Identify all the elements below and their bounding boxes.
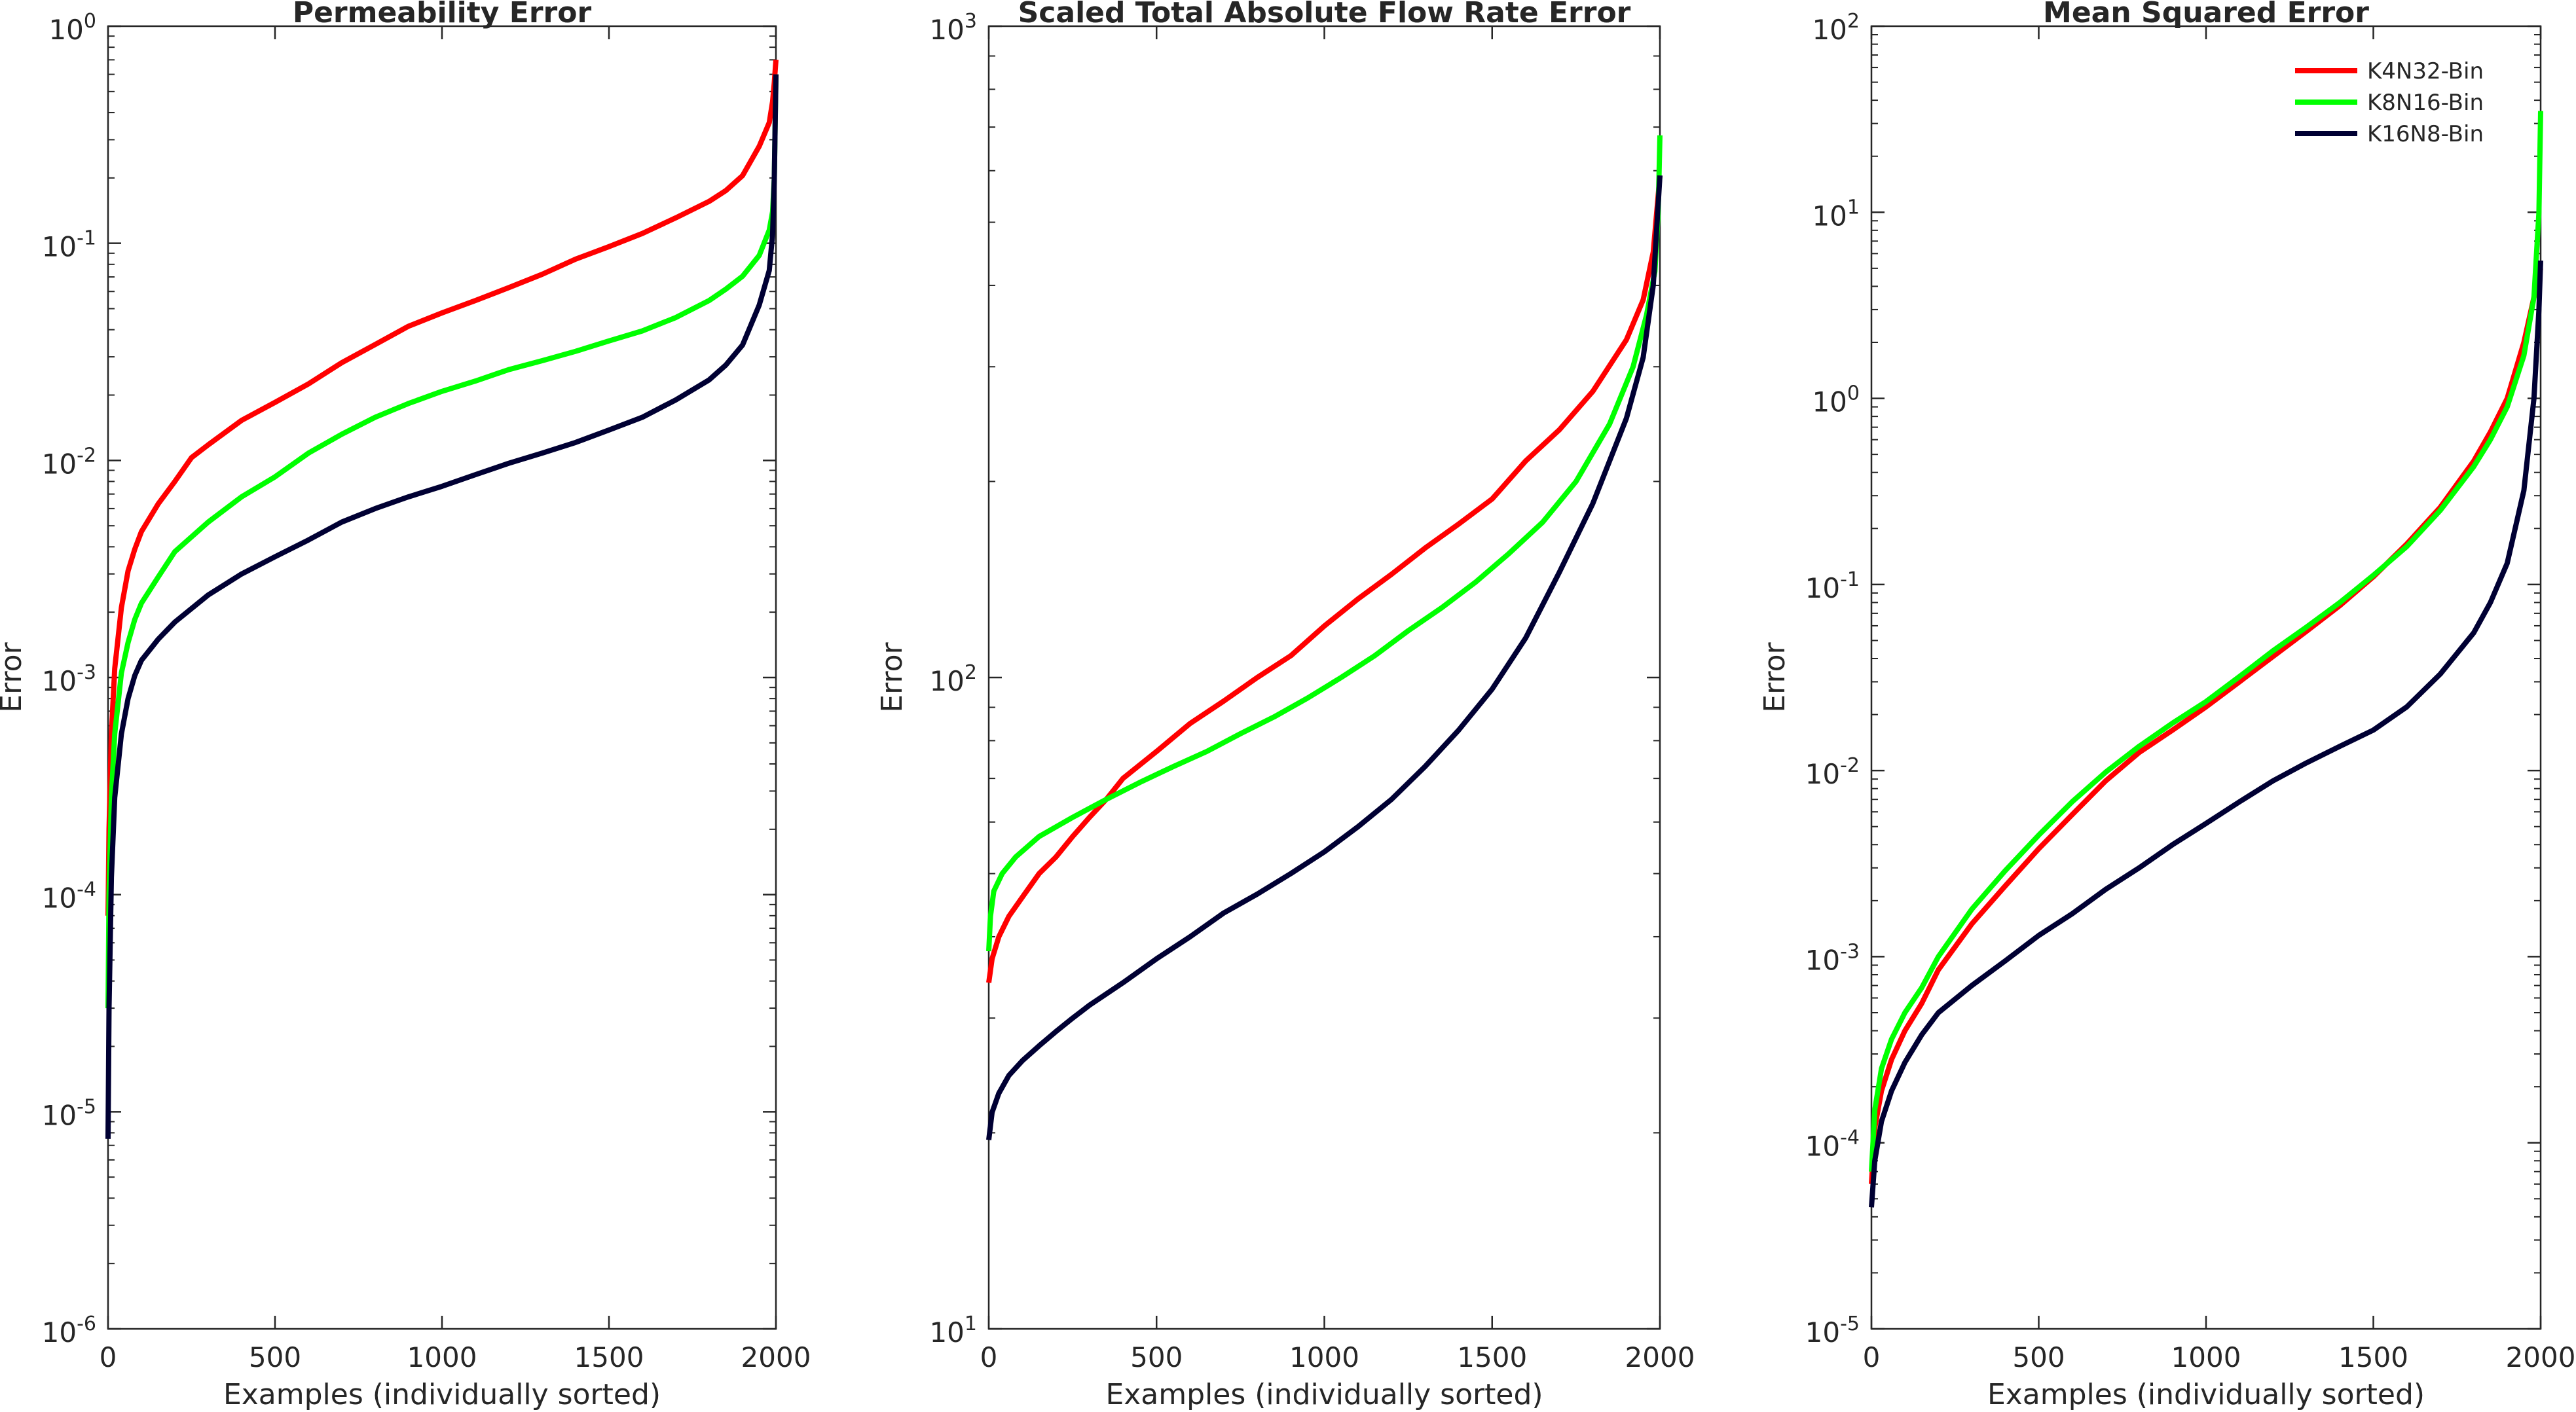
x-tick-label: 1000 <box>407 1341 477 1373</box>
legend: K4N32-Bin K8N16-Bin K16N8-Bin <box>2295 58 2484 147</box>
x-tick-label: 0 <box>1863 1341 1881 1373</box>
x-tick-label: 1500 <box>1457 1341 1527 1373</box>
y-tick-label: 10-2 <box>42 444 96 480</box>
axes-box <box>107 25 777 1330</box>
legend-label: K16N8-Bin <box>2367 121 2484 147</box>
y-tick-label: 10-6 <box>42 1312 96 1349</box>
y-axis-label: Error <box>1758 642 1792 712</box>
y-tick-label: 10-2 <box>1805 754 1860 790</box>
y-tick-label: 10-5 <box>42 1095 96 1131</box>
x-tick-label: 500 <box>249 1341 301 1373</box>
series-line-k16n8-bin <box>105 74 779 1139</box>
legend-label: K8N16-Bin <box>2367 90 2484 116</box>
chart-panel-2: 101 102 103 0 500 1000 1500 2000 Scaled Total Ab… <box>875 0 1695 1411</box>
x-tick-label: 2000 <box>2506 1341 2576 1373</box>
y-tick-label: 10-3 <box>42 661 96 697</box>
x-tick-label: 2000 <box>741 1341 811 1373</box>
y-tick-label: 101 <box>929 1312 977 1349</box>
series-line-k8n16-bin <box>105 74 779 1009</box>
x-axis-label: Examples (individually sorted) <box>1987 1378 2425 1411</box>
y-tick-label: 103 <box>929 10 977 46</box>
x-tick-label: 1500 <box>574 1341 644 1373</box>
x-tick-label: 500 <box>2012 1341 2065 1373</box>
axes-box <box>987 25 1661 1330</box>
x-tick-label: 0 <box>100 1341 117 1373</box>
y-tick-label: 10-3 <box>1805 940 1860 976</box>
chart-title: Mean Squared Error <box>2043 0 2369 29</box>
x-tick-label: 1000 <box>1289 1341 1359 1373</box>
series-line-k16n8-bin <box>1869 260 2543 1208</box>
x-axis-label: Examples (individually sorted) <box>223 1378 661 1411</box>
series-line-k4n32-bin <box>1869 267 2543 1185</box>
x-tick-label: 1500 <box>2338 1341 2408 1373</box>
y-tick-label: 102 <box>929 661 977 697</box>
x-tick-label: 0 <box>980 1341 998 1373</box>
series-line-k4n32-bin <box>986 175 1663 983</box>
series-line-k8n16-bin <box>1869 111 2543 1172</box>
series-line-k8n16-bin <box>986 135 1663 952</box>
y-axis-label: Error <box>875 642 909 712</box>
chart-panel-3: 10-5 10-4 10-3 10-2 10-1 100 101 102 0 500 1000 150… <box>1758 0 2575 1411</box>
y-tick-label: 10-5 <box>1805 1312 1860 1349</box>
y-tick-label: 10-1 <box>42 227 96 263</box>
y-tick-label: 10-4 <box>42 878 96 914</box>
legend-label: K4N32-Bin <box>2367 58 2484 84</box>
x-tick-label: 1000 <box>2171 1341 2241 1373</box>
x-axis-label: Examples (individually sorted) <box>1105 1378 1543 1411</box>
y-axis-label: Error <box>0 642 28 712</box>
chart-title: Scaled Total Absolute Flow Rate Error <box>1018 0 1631 29</box>
series-line-k4n32-bin <box>105 60 779 916</box>
y-tick-label: 101 <box>1812 196 1860 232</box>
chart-title: Permeability Error <box>293 0 592 29</box>
y-tick-label: 100 <box>1812 382 1860 418</box>
x-tick-label: 2000 <box>1625 1341 1695 1373</box>
y-tick-label: 10-1 <box>1805 568 1860 604</box>
y-tick-label: 102 <box>1812 10 1860 46</box>
x-tick-label: 500 <box>1130 1341 1183 1373</box>
y-tick-label: 10-4 <box>1805 1127 1860 1163</box>
y-tick-label: 100 <box>48 10 96 46</box>
series-line-k16n8-bin <box>986 175 1663 1140</box>
